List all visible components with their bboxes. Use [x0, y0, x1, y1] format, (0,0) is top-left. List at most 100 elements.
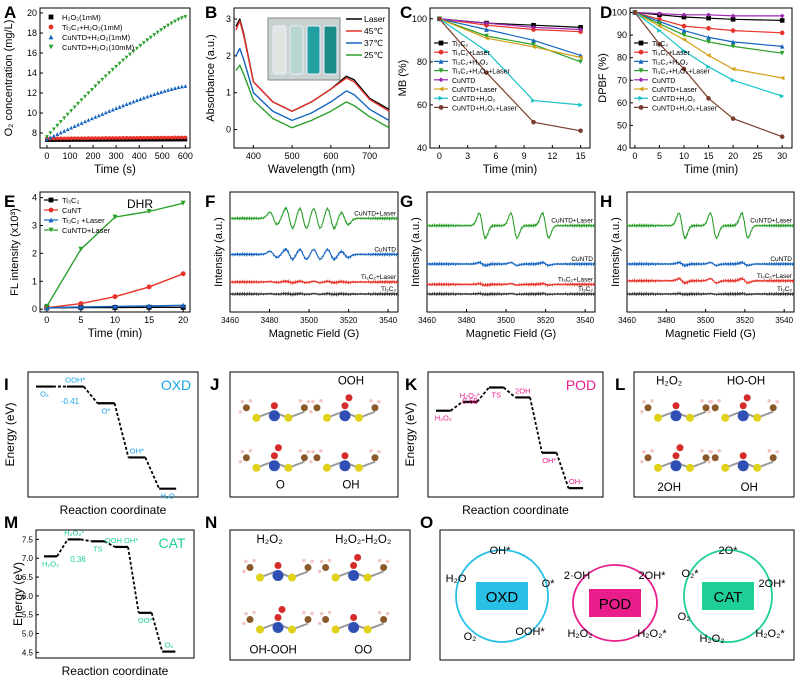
- legend-entry: CuNTD+H₂O₂+Laser: [452, 105, 518, 112]
- data-point: [531, 119, 536, 125]
- data-point: [162, 135, 167, 140]
- cycle-species: 2·OH: [564, 570, 590, 582]
- hydrogen-atom: [240, 449, 245, 454]
- legend-marker: [638, 77, 644, 83]
- legend-entry: Ti₃C₂ +Laser: [62, 216, 105, 225]
- hydrogen-atom: [327, 610, 332, 615]
- hydrogen-atom: [309, 459, 313, 464]
- sulfur-atom: [721, 413, 730, 422]
- legend-marker: [48, 227, 54, 233]
- plot-frame: [27, 371, 199, 498]
- data-point: [779, 44, 785, 49]
- cycle-species: OH*: [490, 545, 512, 557]
- hydrogen-atom: [298, 398, 303, 403]
- x-axis-label: Reaction coordinate: [60, 503, 167, 517]
- data-point: [779, 50, 785, 56]
- y-tick-label: 40: [617, 143, 627, 153]
- data-point: [779, 18, 785, 23]
- data-point: [45, 135, 49, 139]
- legend-marker: [638, 95, 644, 101]
- x-tick-label: 5: [78, 315, 83, 325]
- data-point: [159, 137, 164, 142]
- series-line: [426, 260, 596, 268]
- trace-label: CuNTD+Laser: [750, 218, 793, 225]
- data-point: [155, 91, 160, 95]
- data-point: [112, 214, 118, 220]
- energy-connector: [555, 452, 570, 489]
- sulfur-atom: [686, 413, 694, 422]
- copper-atom: [670, 410, 682, 422]
- data-point: [632, 10, 638, 15]
- data-point: [155, 30, 160, 35]
- series-line: [634, 11, 783, 79]
- sulfur-atom: [354, 413, 363, 422]
- data-point: [730, 13, 736, 19]
- series-line: [426, 211, 596, 240]
- data-point: [183, 84, 188, 88]
- x-tick-label: 15: [704, 151, 714, 161]
- carbon-atom: [242, 404, 250, 412]
- data-point: [173, 137, 177, 142]
- x-tick-label: 3460: [221, 316, 239, 325]
- panel-letter-n: N: [205, 513, 217, 532]
- oxygen-atom: [274, 614, 282, 621]
- bond: [326, 460, 376, 469]
- structure-label: H₂O₂: [257, 534, 283, 546]
- oxygen-atom: [270, 452, 278, 460]
- data-point: [657, 21, 662, 27]
- data-point: [131, 99, 136, 104]
- panel-letter-j: J: [210, 375, 219, 394]
- data-point: [578, 59, 583, 65]
- carbon-atom: [711, 404, 719, 412]
- data-point: [62, 116, 67, 121]
- y-tick-label: 2: [32, 248, 37, 258]
- data-point: [183, 135, 188, 140]
- chart-panel-d: 0 5 10 15 20 25 30 40 50 60 70 80 90 100 Time (min) DPB…: [597, 7, 793, 176]
- data-point: [183, 137, 188, 142]
- data-point: [531, 44, 536, 50]
- legend-entry: CuNTD+Laser: [62, 226, 111, 235]
- data-point: [484, 33, 489, 39]
- x-tick-label: 3480: [261, 316, 279, 325]
- sulfur-atom: [256, 573, 264, 582]
- data-point: [162, 89, 167, 93]
- data-point: [176, 17, 181, 22]
- copper-atom: [339, 460, 351, 472]
- structure-frame: [229, 529, 411, 661]
- data-point: [152, 135, 157, 140]
- series-line: [634, 12, 783, 97]
- y-tick-label: 20: [27, 8, 37, 18]
- carbon-atom: [380, 616, 388, 623]
- legend-marker: [438, 77, 444, 83]
- vial: [289, 25, 304, 75]
- x-tick-label: 0: [44, 151, 49, 161]
- x-tick-label: 3500: [300, 316, 318, 325]
- structure-frame: [633, 371, 795, 498]
- sulfur-atom: [256, 625, 264, 634]
- cycle-path: [683, 549, 773, 643]
- legend-entry: H₂O₂(1mM): [62, 13, 101, 22]
- series-line: [229, 206, 399, 231]
- x-tick-label: 400: [132, 151, 147, 161]
- y-tick-label: 2: [226, 51, 231, 61]
- oxygen-atom: [341, 402, 349, 410]
- data-point: [112, 294, 118, 300]
- plot-frame: [427, 371, 604, 498]
- series-line: [634, 11, 783, 21]
- chart-panel-g: 3460 3480 3500 3520 3540 Magnetic Field (G) In…: [410, 191, 596, 340]
- hydrogen-atom: [640, 409, 644, 414]
- y-tick-label: 50: [617, 120, 627, 130]
- plot-frame: [626, 191, 795, 313]
- data-point: [657, 11, 662, 16]
- series-line: [426, 291, 596, 297]
- x-axis-label: Time (min): [88, 328, 143, 340]
- legend-entry: 25℃: [364, 50, 383, 60]
- sulfur-atom: [354, 463, 363, 472]
- sulfur-atom: [322, 463, 331, 472]
- hydrogen-atom: [369, 398, 373, 403]
- data-point: [730, 28, 736, 33]
- panel-letter-h: H: [600, 192, 612, 211]
- legend-entry: Ti₃C₂+H₂O₂+Laser: [652, 69, 710, 76]
